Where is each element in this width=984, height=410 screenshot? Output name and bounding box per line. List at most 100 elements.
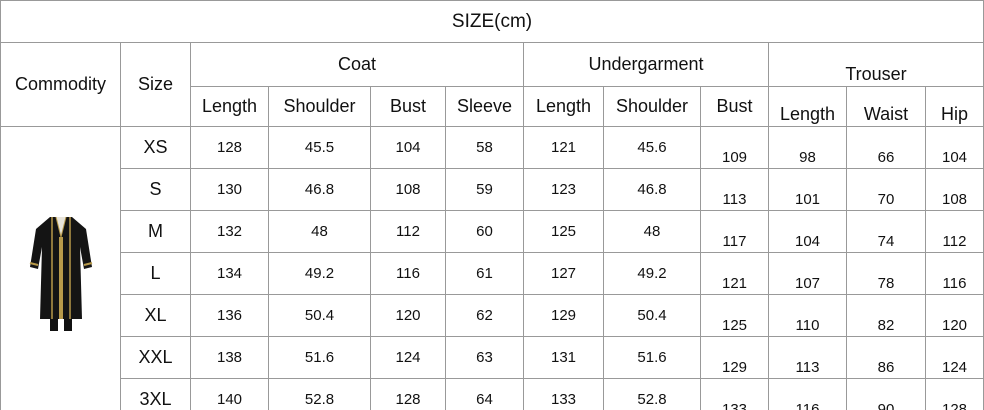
size-row: XXL 138 51.6 124 63 131 51.6 129 113 86 124 bbox=[1, 336, 984, 379]
measurement-cell: 113 bbox=[700, 168, 769, 211]
measurement-cell: 51.6 bbox=[603, 336, 701, 379]
measurement-cell: 64 bbox=[445, 378, 524, 410]
size-header: Size bbox=[120, 42, 191, 127]
group-header: Trouser bbox=[767, 42, 984, 87]
measurement-cell: 116 bbox=[370, 252, 446, 295]
size-row: S 130 46.8 108 59 123 46.8 113 101 70 108 bbox=[1, 168, 984, 211]
measurement-cell: 131 bbox=[523, 336, 604, 379]
measurement-cell: 63 bbox=[445, 336, 524, 379]
measurement-cell: 120 bbox=[924, 294, 984, 337]
measurement-cell: 66 bbox=[846, 126, 926, 169]
measurement-cell: 108 bbox=[370, 168, 446, 211]
size-label: XXL bbox=[120, 336, 191, 379]
measurement-cell: 50.4 bbox=[268, 294, 371, 337]
measurement-cell: 48 bbox=[603, 210, 701, 253]
measurement-cell: 46.8 bbox=[268, 168, 371, 211]
measurement-cell: 123 bbox=[523, 168, 604, 211]
measurement-cell: 101 bbox=[768, 168, 847, 211]
measurement-cell: 104 bbox=[924, 126, 984, 169]
measurement-cell: 128 bbox=[924, 378, 984, 410]
measurement-cell: 130 bbox=[190, 168, 269, 211]
measurement-cell: 133 bbox=[523, 378, 604, 410]
measurement-cell: 116 bbox=[924, 252, 984, 295]
measurement-cell: 86 bbox=[846, 336, 926, 379]
measurement-cell: 52.8 bbox=[268, 378, 371, 410]
measurement-cell: 110 bbox=[768, 294, 847, 337]
column-header: Shoulder bbox=[603, 86, 701, 127]
measurement-cell: 61 bbox=[445, 252, 524, 295]
column-header: Shoulder bbox=[268, 86, 371, 127]
measurement-cell: 113 bbox=[768, 336, 847, 379]
table-title: SIZE(cm) bbox=[0, 0, 984, 43]
measurement-cell: 124 bbox=[924, 336, 984, 379]
measurement-cell: 121 bbox=[523, 126, 604, 169]
measurement-cell: 129 bbox=[523, 294, 604, 337]
size-label: XL bbox=[120, 294, 191, 337]
size-label: 3XL bbox=[120, 378, 191, 410]
measurement-cell: 125 bbox=[700, 294, 769, 337]
column-header: Length bbox=[190, 86, 269, 127]
measurement-cell: 121 bbox=[700, 252, 769, 295]
column-header: Length bbox=[523, 86, 604, 127]
measurement-cell: 140 bbox=[190, 378, 269, 410]
measurement-cell: 116 bbox=[768, 378, 847, 410]
column-header: Bust bbox=[370, 86, 446, 127]
measurement-cell: 49.2 bbox=[603, 252, 701, 295]
column-header-row: Length Shoulder Bust Sleeve Length Shoulder Bu… bbox=[1, 86, 984, 127]
title-row: SIZE(cm) bbox=[0, 0, 984, 43]
size-row: 3XL 140 52.8 128 64 133 52.8 133 116 90 128 bbox=[1, 378, 984, 410]
column-header: Hip bbox=[924, 86, 984, 127]
group-header-row: Commodity Size Coat Undergarment Trouser bbox=[0, 42, 984, 127]
measurement-cell: 112 bbox=[924, 210, 984, 253]
measurement-cell: 45.5 bbox=[268, 126, 371, 169]
measurement-cell: 51.6 bbox=[268, 336, 371, 379]
measurement-cell: 45.6 bbox=[603, 126, 701, 169]
measurement-cell: 112 bbox=[370, 210, 446, 253]
measurement-cell: 104 bbox=[768, 210, 847, 253]
measurement-cell: 138 bbox=[190, 336, 269, 379]
column-header: Length bbox=[768, 86, 847, 127]
measurement-cell: 48 bbox=[268, 210, 371, 253]
size-row: L 134 49.2 116 61 127 49.2 121 107 78 116 bbox=[1, 252, 984, 295]
measurement-cell: 109 bbox=[700, 126, 769, 169]
measurement-cell: 129 bbox=[700, 336, 769, 379]
measurement-cell: 70 bbox=[846, 168, 926, 211]
measurement-cell: 90 bbox=[846, 378, 926, 410]
size-label: XS bbox=[120, 126, 191, 169]
gown-image bbox=[29, 216, 92, 331]
commodity-image-cell bbox=[0, 126, 121, 410]
measurement-cell: 133 bbox=[700, 378, 769, 410]
measurement-cell: 46.8 bbox=[603, 168, 701, 211]
column-header: Bust bbox=[700, 86, 769, 127]
measurement-cell: 134 bbox=[190, 252, 269, 295]
measurement-cell: 49.2 bbox=[268, 252, 371, 295]
measurement-cell: 60 bbox=[445, 210, 524, 253]
measurement-cell: 124 bbox=[370, 336, 446, 379]
commodity-header: Commodity bbox=[0, 42, 121, 127]
size-row: M 132 48 112 60 125 48 117 104 74 112 bbox=[1, 210, 984, 253]
measurement-cell: 107 bbox=[768, 252, 847, 295]
measurement-cell: 58 bbox=[445, 126, 524, 169]
size-label: S bbox=[120, 168, 191, 211]
measurement-cell: 117 bbox=[700, 210, 769, 253]
measurement-cell: 132 bbox=[190, 210, 269, 253]
column-header: Waist bbox=[846, 86, 926, 127]
measurement-cell: 104 bbox=[370, 126, 446, 169]
measurement-cell: 136 bbox=[190, 294, 269, 337]
column-header: Sleeve bbox=[445, 86, 524, 127]
measurement-cell: 59 bbox=[445, 168, 524, 211]
size-label: M bbox=[120, 210, 191, 253]
measurement-cell: 128 bbox=[370, 378, 446, 410]
group-header: Undergarment bbox=[523, 42, 769, 87]
measurement-cell: 125 bbox=[523, 210, 604, 253]
measurement-cell: 108 bbox=[924, 168, 984, 211]
measurement-cell: 82 bbox=[846, 294, 926, 337]
size-row: XL 136 50.4 120 62 129 50.4 125 110 82 120 bbox=[1, 294, 984, 337]
measurement-cell: 50.4 bbox=[603, 294, 701, 337]
measurement-cell: 98 bbox=[768, 126, 847, 169]
group-header: Coat bbox=[190, 42, 524, 87]
